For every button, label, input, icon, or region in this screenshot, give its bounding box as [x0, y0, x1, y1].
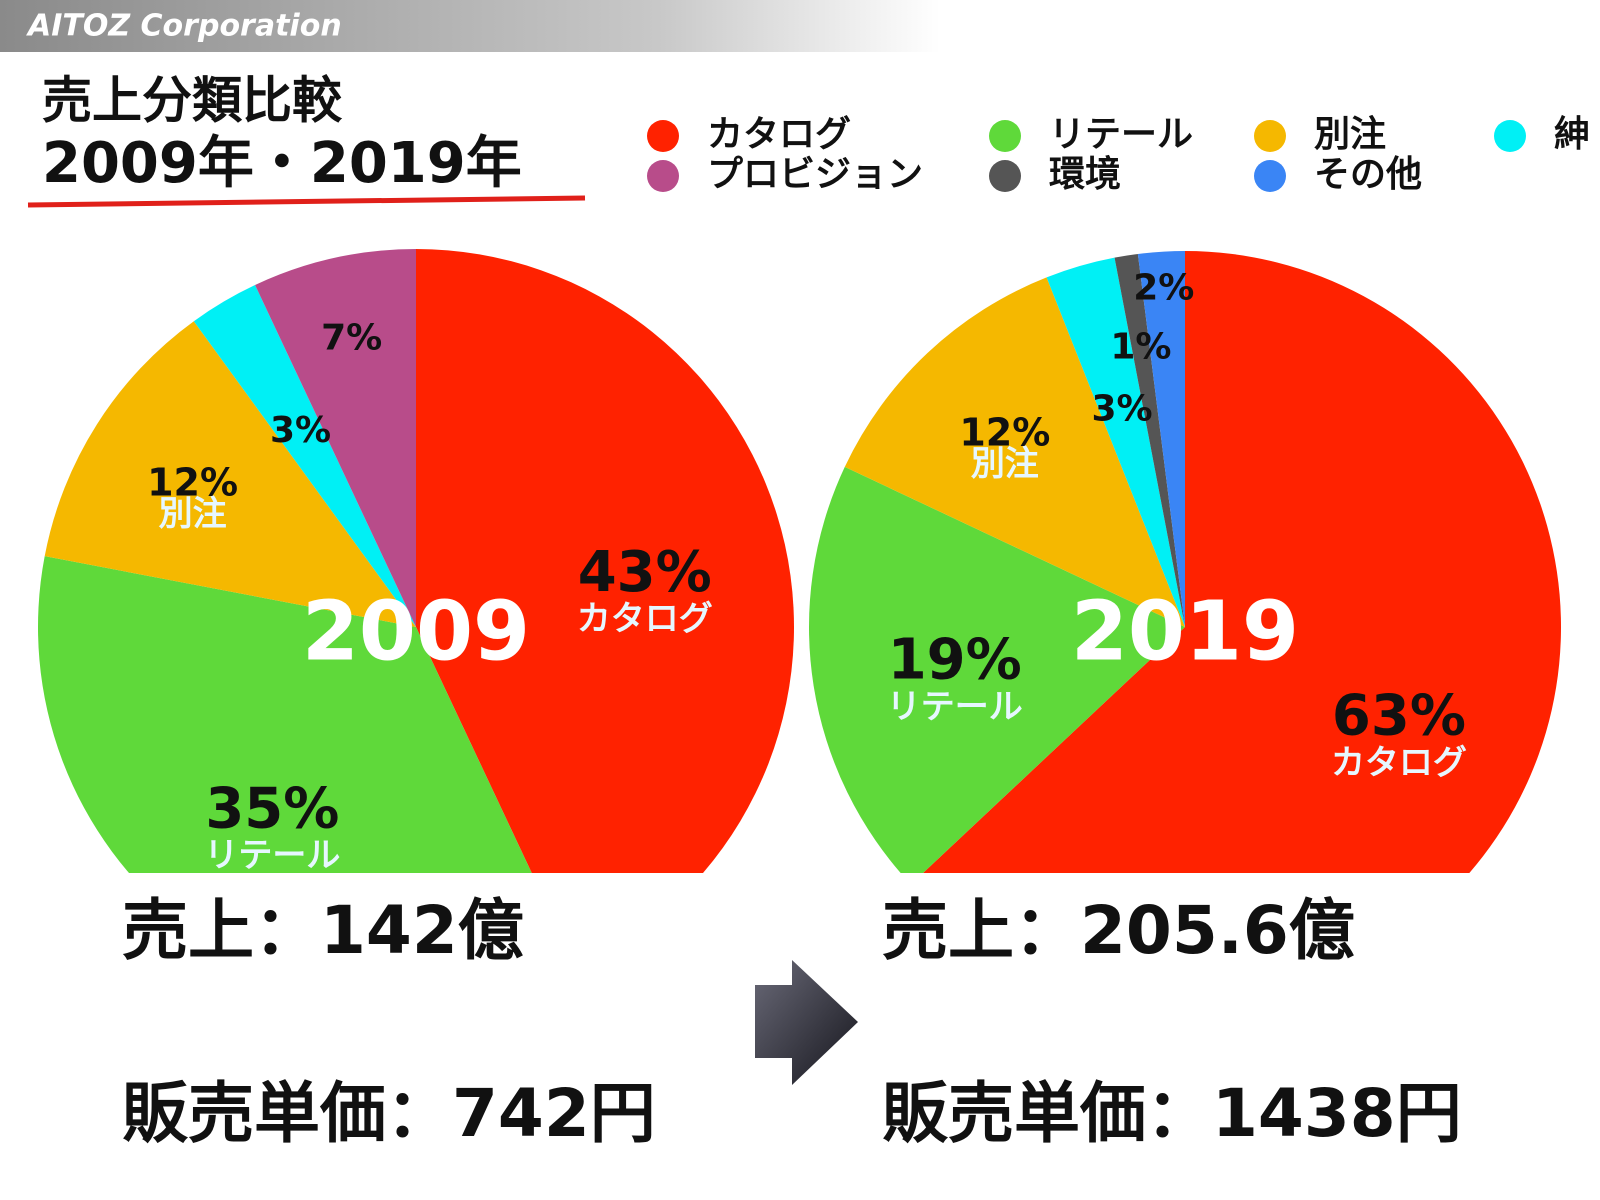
pie-slice — [193, 284, 416, 627]
slice-value-label: 12% — [959, 411, 1050, 455]
slice-name-label: リテール — [887, 687, 1023, 727]
pies — [38, 249, 1561, 873]
labels: 43%カタログ35%リテール12%別注3%7%200963%カタログ19%リテー… — [147, 267, 1467, 875]
legend-marker — [647, 160, 679, 192]
slice-name-label: カタログ — [1331, 743, 1467, 783]
slice-name-label: リテール — [204, 835, 340, 875]
slice-value-label: 35% — [205, 776, 339, 841]
pie-slice — [1046, 257, 1185, 627]
title-underline — [27, 195, 586, 208]
slice-value-label: 3% — [1091, 388, 1152, 429]
logo: AITOZ Corporation — [26, 9, 342, 44]
pie-slice — [38, 556, 532, 873]
legend-label: カタログ — [707, 114, 851, 155]
pie-slice — [1114, 253, 1185, 627]
arrow — [755, 960, 858, 1085]
legend-label: リテール — [1049, 114, 1193, 155]
pie-slice — [844, 277, 1185, 627]
legend-marker — [1254, 160, 1286, 192]
legend-marker — [647, 120, 679, 152]
sales-total: 売上：205.6億 — [882, 892, 1355, 969]
pie-slice — [255, 249, 416, 627]
pie-slice — [809, 466, 1185, 873]
unit-price: 販売単価：1438円 — [882, 1075, 1462, 1152]
pie-center-label: 2009 — [302, 584, 530, 679]
legend-marker — [1254, 120, 1286, 152]
legend-label: 別注 — [1314, 114, 1386, 155]
slice-value-label: 63% — [1332, 684, 1466, 749]
sales-total: 売上：142億 — [122, 892, 524, 969]
slice-value-label: 43% — [578, 540, 712, 605]
legend-label: 環境 — [1049, 154, 1121, 195]
pie-center-label: 2019 — [1071, 584, 1299, 679]
pie-slice — [923, 251, 1561, 873]
legend-label: その他 — [1314, 154, 1422, 195]
pie-slice — [416, 249, 794, 873]
header-bar — [0, 0, 940, 52]
unit-price: 販売単価：742円 — [122, 1075, 656, 1152]
pie-slice — [44, 321, 416, 627]
legend-marker — [1494, 120, 1526, 152]
slice-value-label: 3% — [270, 410, 331, 451]
title: 2009年・2019年 — [42, 131, 522, 196]
slice-name-label: 別注 — [159, 494, 227, 534]
slice-value-label: 1% — [1110, 326, 1171, 367]
legend-label: プロビジョン — [707, 154, 923, 195]
legend-marker — [989, 160, 1021, 192]
pie-slice — [1137, 251, 1185, 627]
slice-value-label: 12% — [147, 461, 238, 505]
legend-label: 紳 — [1554, 114, 1590, 155]
title: 売上分類比較 — [42, 72, 343, 130]
slice-name-label: 別注 — [971, 444, 1039, 484]
slice-name-label: カタログ — [577, 599, 713, 639]
legend-marker — [989, 120, 1021, 152]
slice-value-label: 19% — [888, 628, 1022, 693]
slice-value-label: 7% — [321, 317, 382, 358]
slice-value-label: 2% — [1133, 267, 1194, 308]
